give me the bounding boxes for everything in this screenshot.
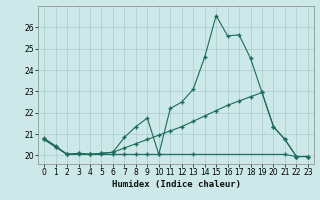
X-axis label: Humidex (Indice chaleur): Humidex (Indice chaleur): [111, 180, 241, 189]
